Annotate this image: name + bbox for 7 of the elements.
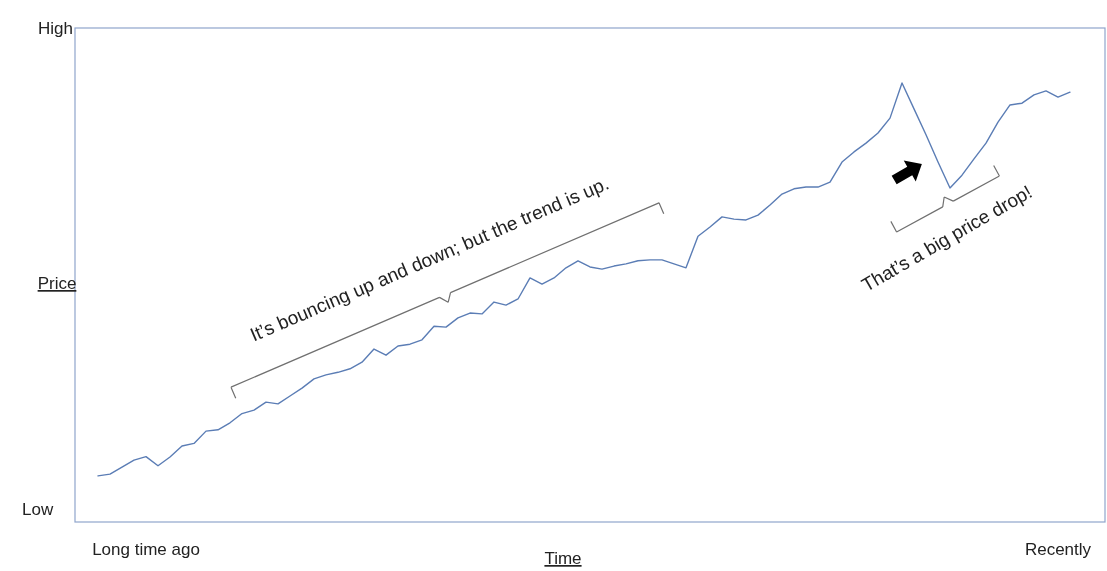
y-axis-title: Price (37, 274, 77, 293)
x-tick-label: Long time ago (92, 540, 200, 559)
x-tick-label: Recently (1024, 540, 1092, 559)
x-axis-title: Time (544, 549, 582, 568)
annotation: That’s a big price drop! (857, 181, 1036, 296)
text: High (38, 19, 73, 38)
text: Low (22, 500, 54, 519)
